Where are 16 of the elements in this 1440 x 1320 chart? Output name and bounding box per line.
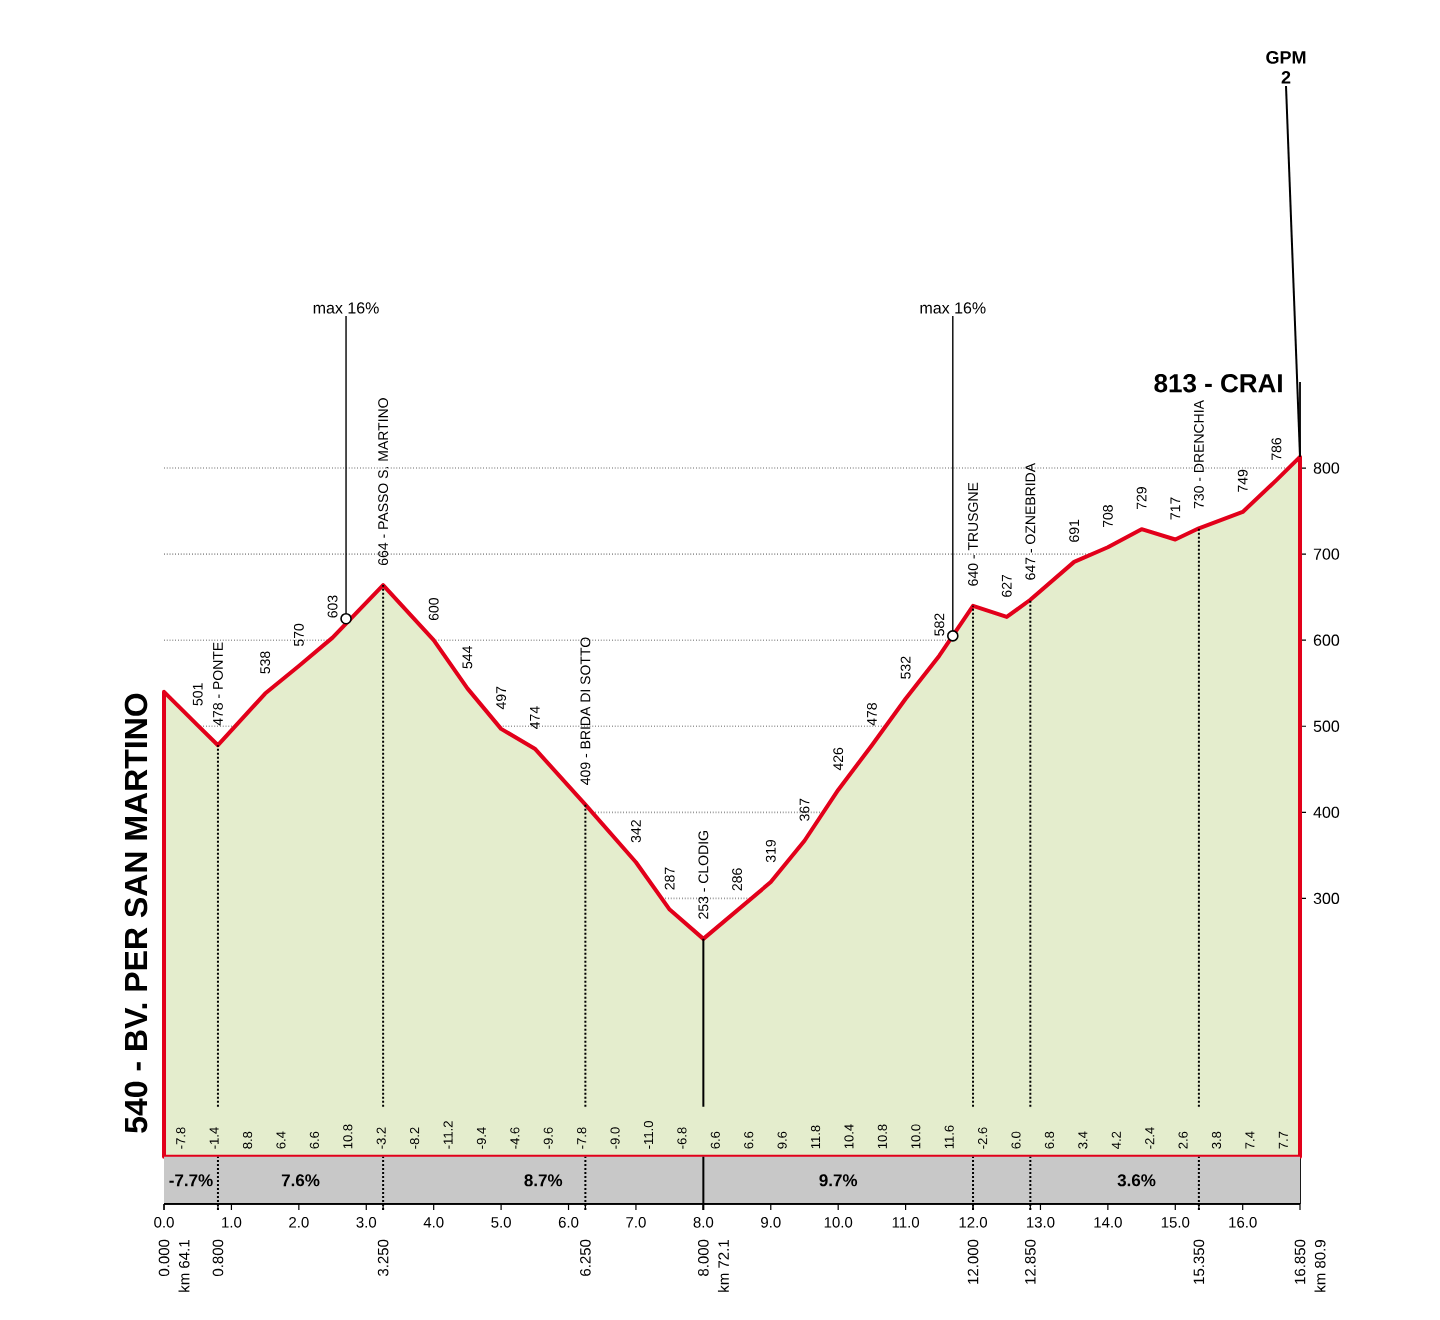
band-label: 3.6% <box>1117 1174 1156 1187</box>
data-label: 540 - BV. PER SAN MARTINO <box>124 693 148 1133</box>
y-tick-label: 400 <box>1313 806 1340 819</box>
annotation: max 16% <box>920 302 986 314</box>
y-tick-label: 600 <box>1313 634 1340 646</box>
annotation: GPM 2 <box>1266 51 1306 84</box>
band-label: 9.7% <box>819 1174 858 1187</box>
y-tick-label: 500 <box>1313 720 1340 732</box>
band-label: 8.7% <box>524 1174 563 1187</box>
data-label: 813 - CRAI <box>1154 374 1282 393</box>
band-label: -7.7% <box>169 1174 213 1187</box>
y-tick-label: 300 <box>1313 892 1340 905</box>
y-tick-label: 700 <box>1313 548 1340 560</box>
y-tick-label: 800 <box>1313 462 1340 474</box>
annotation: max 16% <box>313 302 379 314</box>
band-label: 7.6% <box>281 1174 320 1187</box>
